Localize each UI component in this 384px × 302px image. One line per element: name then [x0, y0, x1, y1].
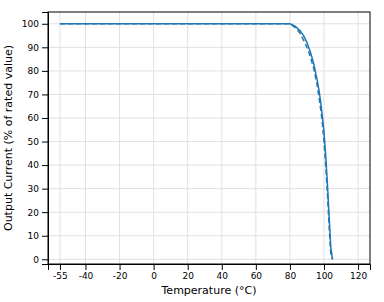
grid-line-y	[48, 47, 370, 48]
tick-label: -20	[113, 271, 128, 281]
tick: 60	[28, 113, 48, 123]
tick: 80	[28, 66, 48, 76]
tick-label: 20	[182, 271, 194, 281]
tick-mark	[290, 264, 291, 270]
tick: 20	[182, 264, 194, 281]
tick: 10	[28, 231, 48, 241]
grid-line-x	[221, 12, 222, 264]
axis-line	[42, 13, 49, 265]
tick: 0	[33, 255, 48, 265]
tick-mark	[188, 264, 189, 270]
grid-line-y	[48, 212, 370, 213]
grid-line-x	[358, 12, 359, 264]
tick-label: 10	[28, 231, 40, 241]
grid-line-x	[187, 12, 188, 264]
tick-label: 90	[28, 43, 40, 53]
tick-label: 40	[217, 271, 229, 281]
tick: 100	[22, 19, 48, 29]
plot-frame	[48, 12, 370, 264]
chart: -55 -40 -20 0 20 40 60 80 100 120 0 10 20 30 40 50 60 70 8…	[0, 0, 384, 302]
grid	[48, 12, 370, 264]
tick: 100	[316, 264, 333, 281]
tick: 80	[285, 264, 297, 281]
grid-line-x	[59, 12, 60, 264]
tick-label: 80	[285, 271, 297, 281]
tick-mark	[42, 71, 48, 72]
grid-line-y	[48, 165, 370, 166]
tick-label: 0	[151, 271, 157, 281]
tick-mark	[60, 264, 61, 270]
grid-line-x	[153, 12, 154, 264]
tick-label: 100	[22, 19, 39, 29]
x-axis-title: Temperature (°C)	[161, 284, 257, 297]
tick: 60	[251, 264, 263, 281]
tick-label: 60	[251, 271, 263, 281]
tick: 0	[151, 264, 157, 281]
y-axis-title: Output Current (% of rated value)	[2, 45, 15, 231]
grid-line-y	[48, 259, 370, 260]
tick-mark	[256, 264, 257, 270]
tick: 70	[28, 90, 48, 100]
tick-label: 80	[28, 66, 40, 76]
tick-mark	[42, 165, 48, 166]
grid-line-y	[48, 141, 370, 142]
tick: 90	[28, 43, 48, 53]
tick-label: 120	[350, 271, 367, 281]
tick-label: -55	[53, 271, 68, 281]
grid-line-y	[48, 235, 370, 236]
tick: 20	[28, 208, 48, 218]
tick-mark	[42, 47, 48, 48]
tick-mark	[222, 264, 223, 270]
tick: -20	[113, 264, 128, 281]
tick-mark	[42, 236, 48, 237]
tick-mark	[42, 189, 48, 190]
x-axis: -55 -40 -20 0 20 40 60 80 100 120	[49, 264, 371, 281]
grid-line-x	[255, 12, 256, 264]
tick-label: -40	[79, 271, 94, 281]
grid-line-x	[289, 12, 290, 264]
tick: 30	[28, 184, 48, 194]
tick-mark	[358, 264, 359, 270]
grid-line-x	[85, 12, 86, 264]
tick-label: 60	[28, 113, 40, 123]
tick-label: 30	[28, 184, 40, 194]
axis-line	[49, 265, 371, 271]
tick-mark	[42, 118, 48, 119]
y-axis: 0 10 20 30 40 50 60 70 80 90 100	[22, 13, 49, 265]
tick-mark	[42, 142, 48, 143]
tick-mark	[42, 212, 48, 213]
tick: 120	[350, 264, 367, 281]
series-line	[60, 24, 333, 260]
grid-line-y	[48, 70, 370, 71]
tick-mark	[42, 259, 48, 260]
tick-mark	[85, 264, 86, 270]
plot: -55 -40 -20 0 20 40 60 80 100 120 0 10 20 30 40 50 60 70 8…	[22, 12, 371, 281]
tick-label: 70	[28, 90, 40, 100]
tick-label: 50	[28, 137, 40, 147]
tick: 40	[217, 264, 229, 281]
tick-mark	[324, 264, 325, 270]
tick: 40	[28, 160, 48, 170]
tick-mark	[120, 264, 121, 270]
grid-line-y	[48, 188, 370, 189]
tick: 50	[28, 137, 48, 147]
tick: -40	[79, 264, 94, 281]
tick: -55	[53, 264, 68, 281]
tick-label: 20	[28, 208, 40, 218]
lines	[60, 24, 333, 260]
grid-line-y	[48, 94, 370, 95]
tick-mark	[154, 264, 155, 270]
tick-label: 100	[316, 271, 333, 281]
tick-label: 40	[28, 160, 40, 170]
grid-line-x	[119, 12, 120, 264]
tick-label: 0	[33, 255, 39, 265]
tick-mark	[42, 94, 48, 95]
tick-mark	[42, 24, 48, 25]
series-line	[60, 24, 333, 260]
